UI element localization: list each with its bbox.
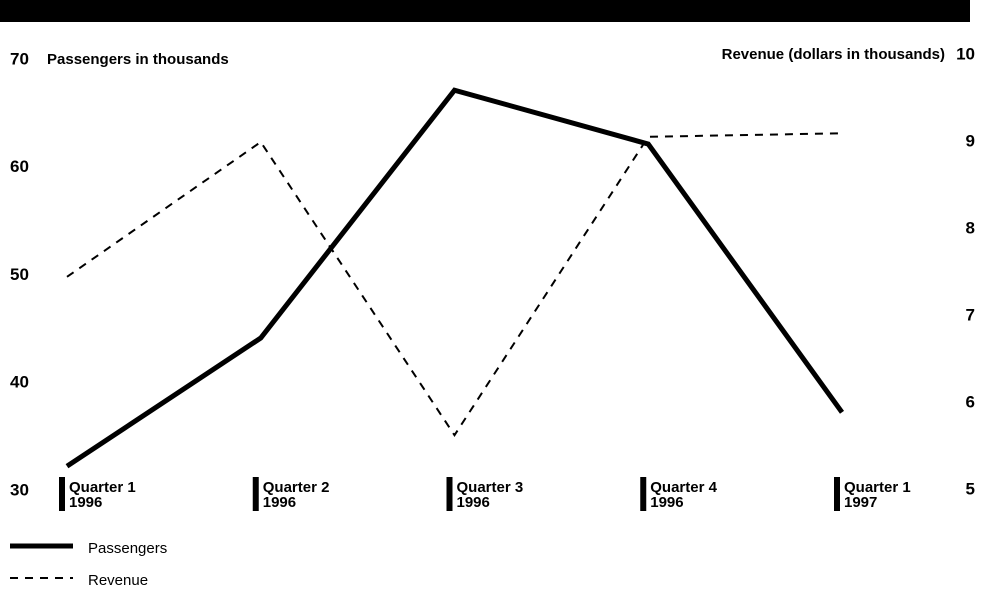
legend-label: Revenue [88, 572, 148, 589]
y-tick-label: 70 [10, 49, 29, 68]
y-tick-label: 30 [10, 480, 29, 499]
header-bar [0, 0, 970, 22]
y2-tick-label: 6 [966, 392, 975, 411]
x-tick-label: Quarter 4 1996 [650, 479, 717, 511]
series-line [66, 132, 843, 438]
y2-tick-label: 10 [956, 44, 975, 63]
y2-axis-title: Revenue (dollars in thousands) [722, 46, 945, 63]
y-tick-label: 60 [10, 157, 29, 176]
y2-tick-label: 8 [966, 218, 975, 237]
category-marker [252, 477, 259, 511]
x-tick-label: Quarter 1 1996 [69, 479, 136, 511]
legend-label: Passengers [88, 540, 167, 557]
y2-tick-label: 7 [966, 305, 975, 324]
y2-tick-label: 9 [966, 131, 975, 150]
x-tick-label: Quarter 1 1997 [844, 479, 911, 511]
category-marker [834, 477, 840, 511]
y-tick-label: 40 [10, 373, 29, 392]
x-tick-label: Quarter 2 1996 [262, 479, 330, 511]
y-axis-title: Passengers in thousands [47, 51, 229, 68]
y2-tick-label: 5 [966, 479, 975, 498]
x-tick-label: Quarter 3 1996 [456, 479, 524, 511]
category-marker [59, 477, 65, 511]
category-marker [640, 477, 647, 511]
series-line [65, 87, 845, 469]
y-tick-label: 50 [10, 265, 29, 284]
category-marker [446, 477, 453, 511]
